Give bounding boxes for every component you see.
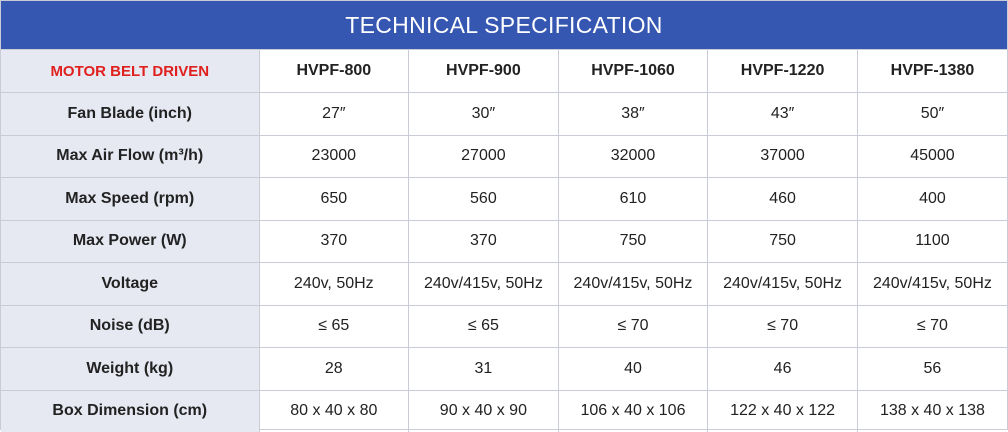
spec-cell: 45000 [856, 134, 1007, 178]
spec-row: Max Air Flow (m³/h) 23000 27000 32000 37000 4… [1, 134, 1007, 178]
header-model: HVPF-1380 [856, 50, 1007, 93]
spec-cell: 23000 [258, 134, 410, 178]
spec-cell: 750 [557, 219, 709, 263]
spec-cell: 28 [258, 347, 410, 391]
spec-row: Weight (kg) 28 31 40 46 56 [1, 347, 1007, 391]
spec-cell: 240v, 50Hz [258, 262, 410, 306]
spec-row: Max Power (W) 370 370 750 750 1100 [1, 219, 1007, 263]
spec-cell: 30″ [408, 92, 559, 136]
spec-cell: 106 x 40 x 106 [557, 389, 709, 432]
header-model: HVPF-1220 [707, 50, 858, 93]
spec-cell: 240v/415v, 50Hz [408, 262, 559, 306]
spec-row: Max Speed (rpm) 650 560 610 460 400 [1, 177, 1007, 221]
spec-cell: 138 x 40 x 138 [856, 389, 1007, 432]
spec-row: Box Dimension (cm) 80 x 40 x 80 90 x 40 x … [1, 389, 1007, 432]
spec-cell: 50″ [856, 92, 1007, 136]
spec-row-label: Voltage [1, 262, 260, 306]
spec-cell: 122 x 40 x 122 [707, 389, 858, 432]
spec-cell: 650 [258, 177, 410, 221]
spec-cell: 750 [707, 219, 858, 263]
spec-table-body: MOTOR BELT DRIVEN HVPF-800 HVPF-900 HVPF… [1, 50, 1007, 432]
spec-cell: 240v/415v, 50Hz [557, 262, 709, 306]
spec-cell: 370 [408, 219, 559, 263]
spec-row-label: Max Air Flow (m³/h) [1, 134, 260, 178]
header-model: HVPF-900 [408, 50, 559, 93]
spec-cell: 46 [707, 347, 858, 391]
spec-cell: 80 x 40 x 80 [258, 389, 410, 432]
spec-cell: ≤ 70 [856, 304, 1007, 348]
spec-title: TECHNICAL SPECIFICATION [1, 1, 1007, 50]
spec-cell: ≤ 70 [707, 304, 858, 348]
spec-cell: 400 [856, 177, 1007, 221]
spec-cell: ≤ 65 [258, 304, 410, 348]
spec-cell: 56 [856, 347, 1007, 391]
spec-cell: ≤ 70 [557, 304, 709, 348]
spec-cell: 27″ [258, 92, 410, 136]
spec-cell: 31 [408, 347, 559, 391]
spec-cell: 610 [557, 177, 709, 221]
spec-cell: 240v/415v, 50Hz [707, 262, 858, 306]
spec-cell: 40 [557, 347, 709, 391]
spec-cell: 90 x 40 x 90 [408, 389, 559, 432]
spec-row-label: Weight (kg) [1, 347, 260, 391]
spec-row-label: Box Dimension (cm) [1, 389, 260, 432]
spec-row: Fan Blade (inch) 27″ 30″ 38″ 43″ 50″ [1, 92, 1007, 136]
spec-row-label: Max Speed (rpm) [1, 177, 260, 221]
spec-cell: 43″ [707, 92, 858, 136]
spec-cell: 37000 [707, 134, 858, 178]
spec-row: Noise (dB) ≤ 65 ≤ 65 ≤ 70 ≤ 70 ≤ 70 [1, 304, 1007, 348]
spec-cell: 38″ [557, 92, 709, 136]
spec-cell: 27000 [408, 134, 559, 178]
spec-row: Voltage 240v, 50Hz 240v/415v, 50Hz 240v/415… [1, 262, 1007, 306]
header-category-label: MOTOR BELT DRIVEN [1, 50, 260, 93]
header-model: HVPF-1060 [557, 50, 709, 93]
spec-cell: 370 [258, 219, 410, 263]
header-model: HVPF-800 [258, 50, 410, 93]
spec-cell: ≤ 65 [408, 304, 559, 348]
spec-row-label: Max Power (W) [1, 219, 260, 263]
spec-row-label: Noise (dB) [1, 304, 260, 348]
header-row: MOTOR BELT DRIVEN HVPF-800 HVPF-900 HVPF… [1, 50, 1007, 93]
spec-cell: 240v/415v, 50Hz [856, 262, 1007, 306]
spec-cell: 1100 [856, 219, 1007, 263]
spec-cell: 460 [707, 177, 858, 221]
spec-table: MOTOR BELT DRIVEN HVPF-800 HVPF-900 HVPF… [1, 50, 1007, 432]
spec-row-label: Fan Blade (inch) [1, 92, 260, 136]
spec-cell: 32000 [557, 134, 709, 178]
spec-cell: 560 [408, 177, 559, 221]
